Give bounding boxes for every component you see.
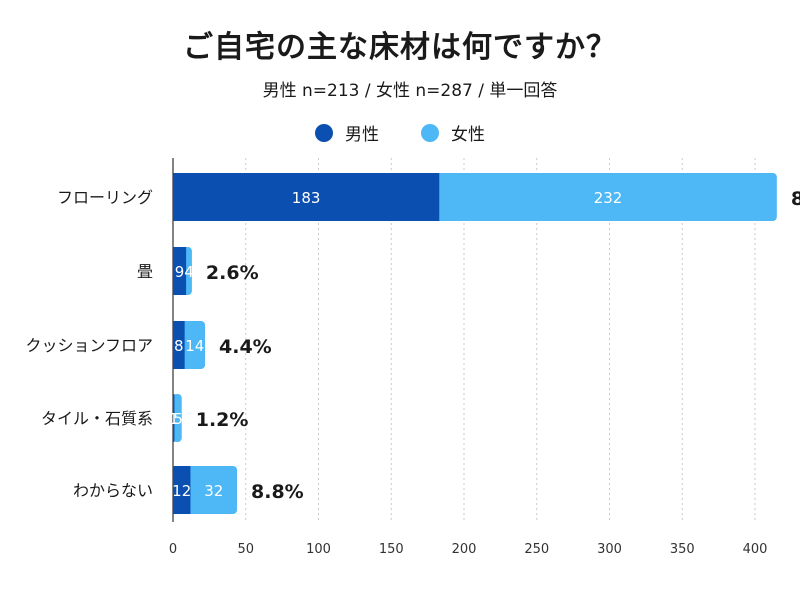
percent-label: 2.6% <box>206 262 259 284</box>
percent-label: 1.2% <box>196 409 249 431</box>
category-label: クッションフロア <box>25 336 153 355</box>
x-tick-label: 350 <box>670 542 695 557</box>
data-label-female: 5 <box>173 410 183 428</box>
data-label-male: 9 <box>175 263 185 281</box>
bar-male <box>173 466 191 514</box>
x-tick-label: 0 <box>169 542 177 557</box>
percent-label: 4.4% <box>219 336 272 358</box>
data-label-male: 12 <box>172 482 191 500</box>
legend: 男性 女性 <box>0 120 800 145</box>
x-tick-label: 50 <box>237 542 254 557</box>
category-label: タイル・石質系 <box>41 409 153 428</box>
data-label-female: 4 <box>184 263 194 281</box>
category-label: 畳 <box>137 262 153 281</box>
legend-item-male: 男性 <box>315 120 379 145</box>
legend-label-female: 女性 <box>451 125 485 145</box>
percent-label: 8.8% <box>251 481 304 503</box>
category-label: フローリング <box>57 188 153 207</box>
x-tick-label: 150 <box>379 542 404 557</box>
x-tick-label: 400 <box>743 542 768 557</box>
legend-swatch-male <box>315 123 333 142</box>
data-label-male: 8 <box>174 337 184 355</box>
chart-subtitle: 男性 n=213 / 女性 n=287 / 単一回答 <box>262 81 558 101</box>
bar-female <box>173 394 182 442</box>
x-tick-label: 250 <box>524 542 549 557</box>
data-label-male: 183 <box>292 189 321 207</box>
chart-title: ご自宅の主な床材は何ですか？ <box>183 30 617 65</box>
percent-label: 83.0% <box>791 188 800 210</box>
category-label: わからない <box>73 481 153 500</box>
data-label-female: 232 <box>594 189 623 207</box>
legend-swatch-female <box>421 123 439 142</box>
bar-male <box>173 247 187 295</box>
bar-male <box>173 173 440 221</box>
bar-male <box>173 321 185 369</box>
legend-label-male: 男性 <box>345 125 379 145</box>
data-label-female: 32 <box>204 482 223 500</box>
x-tick-label: 300 <box>597 542 622 557</box>
bar-male <box>173 394 175 442</box>
data-label-female: 14 <box>185 337 204 355</box>
data-label-male: 1 <box>169 410 179 428</box>
x-tick-label: 100 <box>306 542 331 557</box>
legend-item-female: 女性 <box>421 120 485 145</box>
x-tick-label: 200 <box>452 542 477 557</box>
